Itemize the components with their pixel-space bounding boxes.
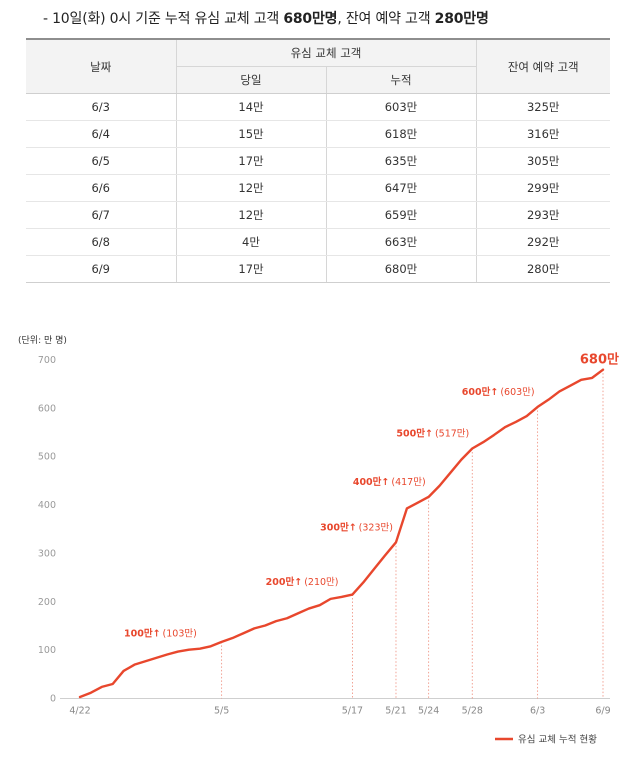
usim-table: 날짜 유심 교체 고객 잔여 예약 고객 당일 누적 6/3 14만 603만 325… xyxy=(26,38,610,283)
date-cell: 6/5 xyxy=(26,147,176,175)
milestone-sub: (417만) xyxy=(391,477,425,488)
cumulative-cell: 618만 xyxy=(325,120,476,148)
x-tick-label: 6/9 xyxy=(595,706,610,717)
cumulative-cell: 647만 xyxy=(325,174,476,202)
milestone-sub: (103만) xyxy=(163,629,197,640)
header-usim-group: 유심 교체 고객 xyxy=(175,39,476,67)
table-row: 6/8 4만 663만 292만 xyxy=(26,228,610,256)
milestone-main: 100만↑ xyxy=(124,628,161,640)
headline-middle: , 잔여 예약 고객 xyxy=(337,11,435,27)
milestone-sub: (517만) xyxy=(435,428,469,439)
final-value-label: 680만 xyxy=(580,352,619,368)
daily-cell: 14만 xyxy=(175,93,326,121)
x-tick-label: 5/24 xyxy=(418,706,439,717)
table-row: 6/7 12만 659만 293만 xyxy=(26,201,610,229)
series-line xyxy=(78,368,605,699)
remaining-cell: 280만 xyxy=(475,255,610,283)
remaining-cell: 299만 xyxy=(475,174,610,202)
y-tick-label: 0 xyxy=(50,694,56,705)
x-tick-label: 5/17 xyxy=(342,706,363,717)
milestone-main: 300만↑ xyxy=(320,521,357,533)
cumulative-line-chart: (단위: 만 명) 0 100 200 300 400 500 600 700 4/22 5/5 5/… xyxy=(18,335,619,746)
date-cell: 6/6 xyxy=(26,174,176,202)
remaining-cell: 292만 xyxy=(475,228,610,256)
daily-cell: 12만 xyxy=(175,174,326,202)
milestone-label: 300만↑ (323만) xyxy=(320,521,393,533)
remaining-cell: 293만 xyxy=(475,201,610,229)
y-tick-label: 700 xyxy=(38,355,56,366)
x-tick-label: 6/3 xyxy=(530,706,545,717)
y-tick-label: 600 xyxy=(38,403,56,414)
y-tick-label: 100 xyxy=(38,645,56,656)
x-tick-label: 5/28 xyxy=(462,706,483,717)
milestone-label: 100만↑ (103만) xyxy=(124,628,197,640)
header-cumulative: 누적 xyxy=(325,66,476,94)
table-row: 6/5 17만 635만 305만 xyxy=(26,147,610,175)
header-date: 날짜 xyxy=(26,39,176,94)
table-row: 6/3 14만 603만 325만 xyxy=(26,93,610,121)
headline-prefix: - 10일(화) 0시 기준 누적 유심 교체 고객 xyxy=(43,11,284,27)
cumulative-cell: 680만 xyxy=(325,255,476,283)
daily-cell: 17만 xyxy=(175,255,326,283)
milestone-sub: (210만) xyxy=(304,577,338,588)
header-daily: 당일 xyxy=(175,66,326,94)
milestone-sub: (323만) xyxy=(359,522,393,533)
date-cell: 6/9 xyxy=(26,255,176,283)
daily-cell: 12만 xyxy=(175,201,326,229)
cumulative-cell: 635만 xyxy=(325,147,476,175)
date-cell: 6/4 xyxy=(26,120,176,148)
table-row: 6/4 15만 618만 316만 xyxy=(26,120,610,148)
y-tick-label: 400 xyxy=(38,500,56,511)
milestone-label: 400만↑ (417만) xyxy=(353,476,426,488)
x-tick-label: 4/22 xyxy=(69,706,90,717)
milestone-label: 600만↑ (603만) xyxy=(462,386,535,398)
cumulative-cell: 603만 xyxy=(325,93,476,121)
headline-value-2: 280만명 xyxy=(434,11,489,27)
daily-cell: 4만 xyxy=(175,228,326,256)
milestone-main: 400만↑ xyxy=(353,476,390,488)
cumulative-cell: 659만 xyxy=(325,201,476,229)
unit-label: (단위: 만 명) xyxy=(18,335,67,346)
cumulative-cell: 663만 xyxy=(325,228,476,256)
table-row: 6/6 12만 647만 299만 xyxy=(26,174,610,202)
y-tick-label: 500 xyxy=(38,452,56,463)
date-cell: 6/8 xyxy=(26,228,176,256)
y-tick-label: 200 xyxy=(38,597,56,608)
x-tick-label: 5/21 xyxy=(385,706,406,717)
date-cell: 6/3 xyxy=(26,93,176,121)
milestone-main: 500만↑ xyxy=(396,427,433,439)
daily-cell: 17만 xyxy=(175,147,326,175)
milestone-main: 200만↑ xyxy=(266,576,303,588)
x-tick-label: 5/5 xyxy=(214,706,229,717)
headline: - 10일(화) 0시 기준 누적 유심 교체 고객 680만명, 잔여 예약 … xyxy=(43,8,489,28)
table-row: 6/9 17만 680만 280만 xyxy=(26,255,610,283)
remaining-cell: 316만 xyxy=(475,120,610,148)
date-cell: 6/7 xyxy=(26,201,176,229)
y-tick-label: 300 xyxy=(38,548,56,559)
milestone-label: 500만↑ (517만) xyxy=(396,427,469,439)
daily-cell: 15만 xyxy=(175,120,326,148)
remaining-cell: 325만 xyxy=(475,93,610,121)
remaining-cell: 305만 xyxy=(475,147,610,175)
header-remaining: 잔여 예약 고객 xyxy=(475,39,610,94)
milestone-sub: (603만) xyxy=(500,387,534,398)
milestone-label: 200만↑ (210만) xyxy=(266,576,339,588)
milestone-main: 600만↑ xyxy=(462,386,499,398)
headline-value-1: 680만명 xyxy=(283,11,338,27)
legend-label: 유심 교체 누적 현황 xyxy=(518,734,597,746)
